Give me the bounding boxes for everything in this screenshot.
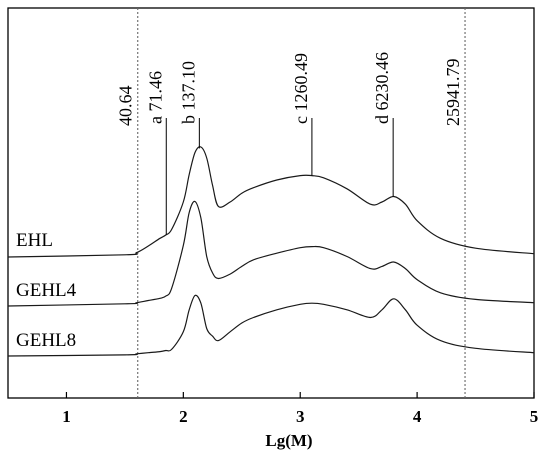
x-tick-label: 5: [530, 407, 539, 426]
x-tick-label: 2: [179, 407, 188, 426]
boundary-label: 25941.79: [443, 59, 463, 126]
series-line: [7, 146, 535, 258]
series-group: EHL GEHL4 GEHL8: [7, 146, 535, 357]
x-tick-label: 3: [296, 407, 305, 426]
boundary-label: 40.64: [116, 86, 136, 127]
peak-label: a 71.46: [145, 71, 165, 124]
series-label: GEHL4: [16, 280, 77, 301]
x-tick-label: 1: [62, 407, 71, 426]
series-label: GEHL8: [16, 330, 76, 351]
x-axis: 1 2 3 4 5: [62, 392, 538, 426]
plot-frame: [7, 7, 535, 399]
series-label: EHL: [16, 230, 53, 251]
x-tick-label: 4: [413, 407, 422, 426]
peak-annotations: a 71.46 b 137.10 c 1260.49 d 6230.46: [145, 52, 394, 235]
series-line: [7, 200, 535, 307]
boundary-lines: 40.64 25941.79: [116, 8, 466, 398]
peak-label: c 1260.49: [291, 53, 311, 124]
x-axis-label: Lg(M): [265, 431, 312, 450]
series-line: [7, 294, 535, 357]
peak-label: d 6230.46: [372, 52, 392, 124]
peak-label: b 137.10: [178, 61, 198, 124]
